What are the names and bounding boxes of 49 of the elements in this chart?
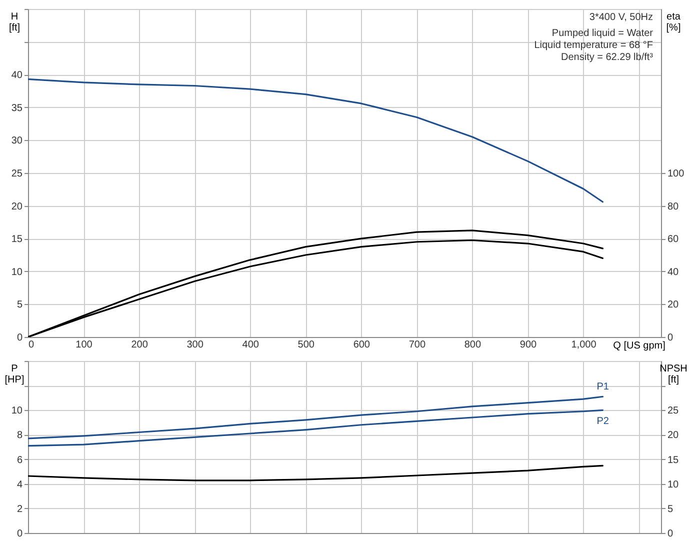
y-tick-label: 20	[11, 201, 23, 212]
y2-tick-label: 20	[668, 430, 680, 442]
y2-tick-label: 0	[668, 332, 674, 344]
x-tick-label: 300	[186, 340, 204, 350]
x-tick-label: 200	[131, 340, 148, 350]
annotation: 3*400 V, 50Hz	[589, 12, 653, 23]
y-tick-label: 6	[16, 454, 23, 466]
y2-tick-label: 5	[668, 504, 674, 515]
y-tick-label: 40	[11, 70, 23, 82]
x-tick-label: 500	[298, 340, 315, 350]
y2-tick-label: 60	[668, 234, 680, 246]
x-axis-title: Q [US gpm]	[613, 340, 666, 352]
y-tick-label: 15	[11, 234, 23, 246]
y2-tick-label: 0	[668, 528, 674, 540]
y-axis-title: H [ft]	[8, 12, 20, 34]
y2-tick-label: 10	[668, 479, 680, 490]
x-tick-label: 700	[408, 340, 426, 350]
y-tick-label: 8	[16, 430, 23, 442]
y-axis-title: P [HP]	[4, 364, 24, 386]
y-tick-label: 30	[11, 136, 23, 147]
y-tick-label: 0	[16, 528, 23, 540]
x-tick-label: 900	[520, 340, 538, 350]
y-tick-label: 0	[16, 332, 23, 344]
x-tick-label: 0	[28, 340, 34, 350]
annotation: Density = 62.29 lb/ft³	[561, 52, 654, 63]
y2-tick-label: 15	[668, 454, 680, 466]
series-label: P2	[596, 416, 610, 428]
y2-axis-title: eta [%]	[666, 12, 681, 34]
x-tick-label: 100	[76, 340, 93, 350]
x-tick-label: 1,000	[571, 340, 597, 350]
y-tick-label: 5	[16, 300, 23, 311]
y2-tick-label: 25	[668, 406, 680, 417]
y2-tick-label: 40	[668, 266, 680, 278]
y2-tick-label: 100	[668, 168, 685, 180]
y-tick-label: 25	[11, 168, 23, 180]
series-label: P1	[596, 382, 610, 393]
x-tick-label: 800	[464, 340, 482, 350]
x-tick-label: 600	[353, 340, 370, 350]
y2-tick-label: 80	[668, 201, 680, 212]
annotation: Pumped liquid = Water	[552, 28, 654, 39]
x-tick-label: 400	[242, 340, 260, 350]
y-tick-label: 4	[16, 479, 23, 490]
y-tick-label: 35	[11, 102, 23, 114]
y-tick-label: 2	[16, 504, 23, 515]
y-tick-label: 10	[11, 406, 23, 417]
y2-axis-title: NPSH [ft]	[660, 364, 688, 386]
y2-tick-label: 20	[668, 300, 680, 311]
y-tick-label: 10	[11, 266, 23, 278]
annotation: Liquid temperature = 68 °F	[534, 40, 653, 51]
